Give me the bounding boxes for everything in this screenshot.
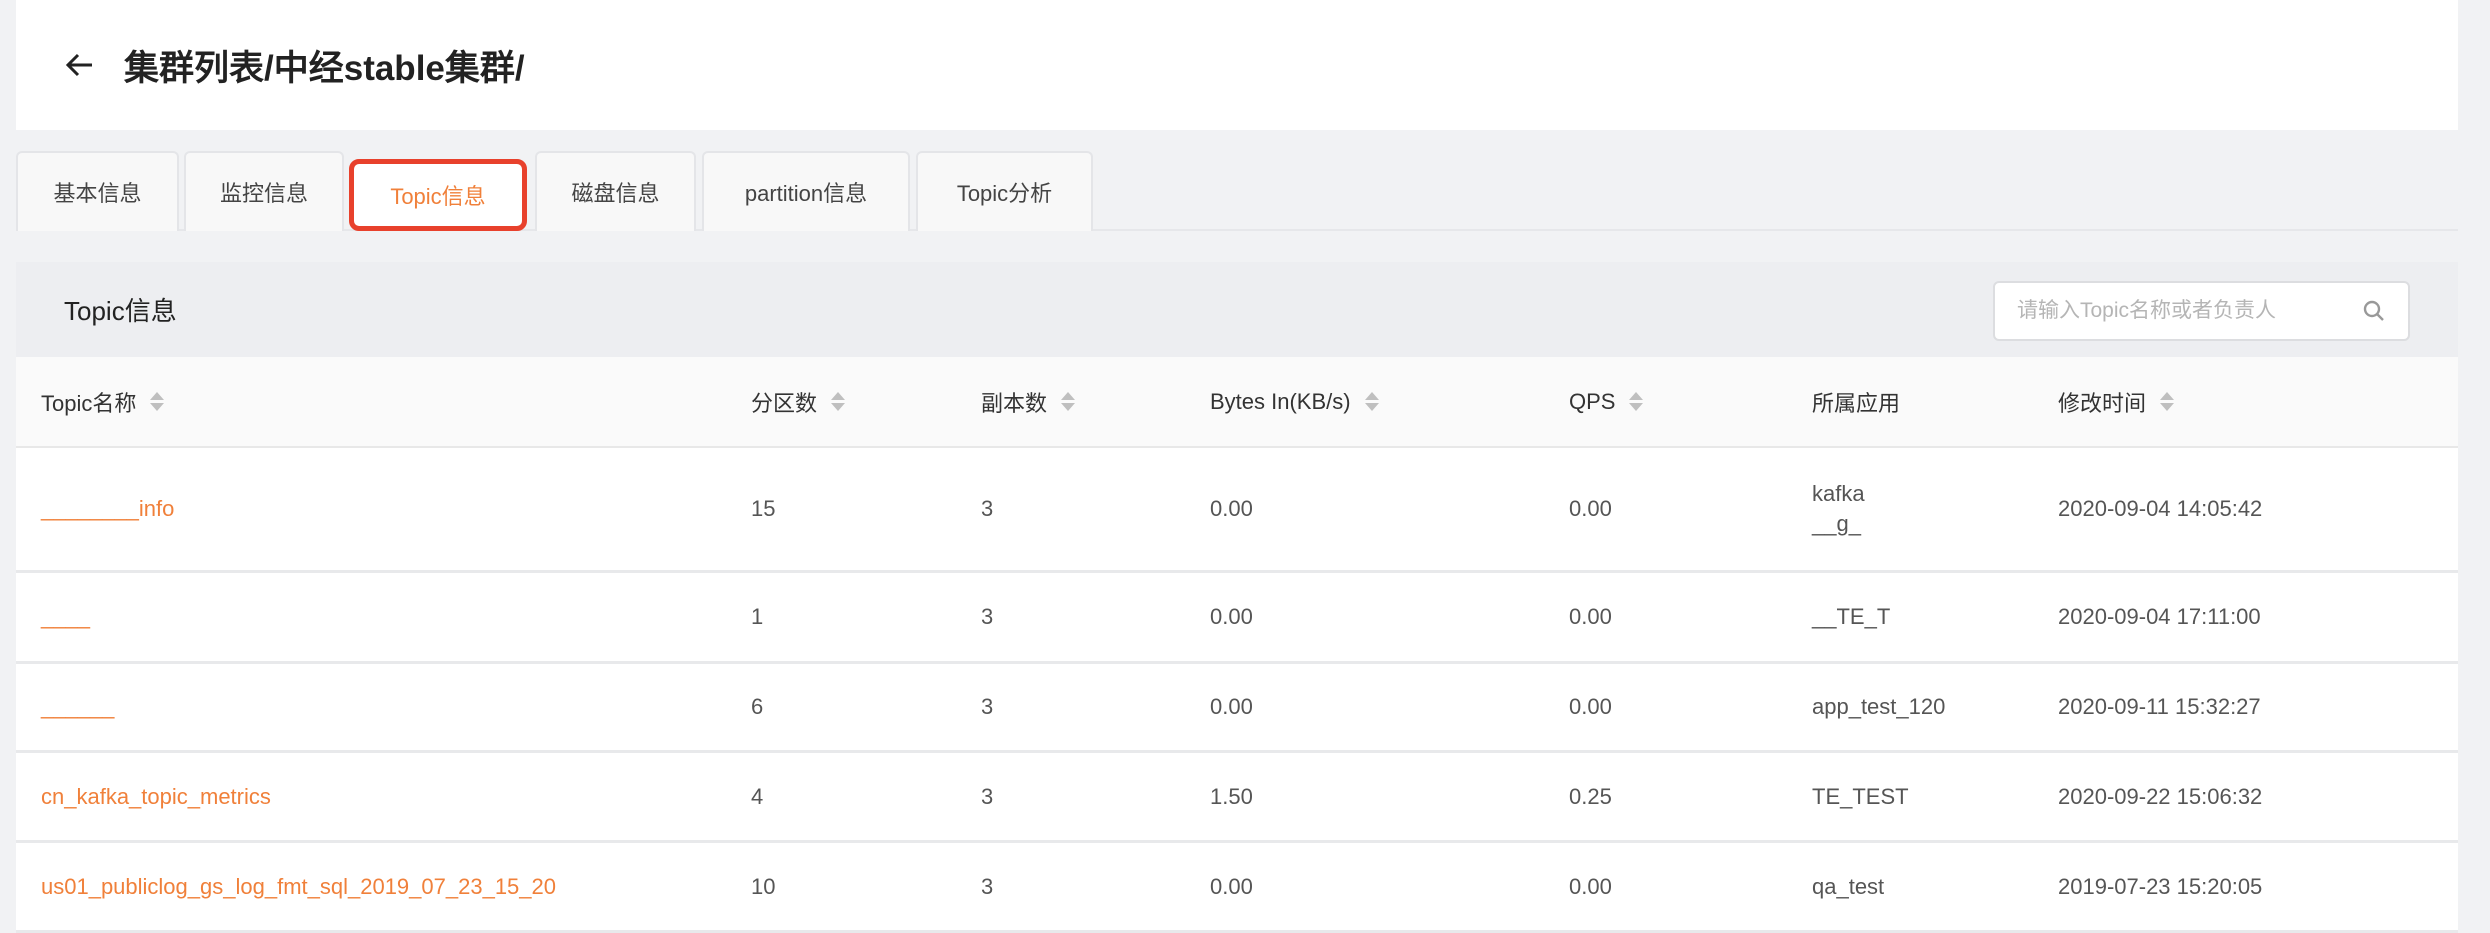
column-header[interactable]: Topic名称 <box>41 386 165 418</box>
table-row: ____ 1 3 0.00 0.00 __TE_T 2020-09-04 17:11:00 <box>16 573 2458 664</box>
column-header: 所属应用 <box>1812 386 1900 418</box>
column-header[interactable]: 副本数 <box>981 386 1076 418</box>
column-header[interactable]: 修改时间 <box>2058 386 2175 418</box>
cell-bytes_in: 0.00 <box>1210 873 1253 899</box>
column-header[interactable]: Bytes In(KB/s) <box>1210 389 1379 415</box>
cell-partitions: 10 <box>751 873 776 899</box>
column-label: 修改时间 <box>2058 390 2147 416</box>
column-label: QPS <box>1569 388 1616 414</box>
cell-time: 2020-09-04 14:05:42 <box>2058 496 2263 521</box>
sort-icon[interactable] <box>831 392 846 411</box>
tab-topic-info[interactable]: Topic信息 <box>349 159 527 231</box>
topic-name-link[interactable]: cn_kafka_topic_metrics <box>41 783 271 809</box>
cell-time: 2020-09-11 15:32:27 <box>2058 694 2261 719</box>
column-label: 副本数 <box>981 390 1048 416</box>
cell-partitions: 6 <box>751 694 764 719</box>
column-header[interactable]: 分区数 <box>751 386 846 418</box>
tab-disk-info[interactable]: 磁盘信息 <box>535 151 696 231</box>
table-row: ______ 6 3 0.00 0.00 app_test_120 2020-09-11 1… <box>16 664 2458 753</box>
column-label: Bytes In(KB/s) <box>1210 388 1351 414</box>
cell-bytes_in: 1.50 <box>1210 783 1253 809</box>
cell-app: app_test_120 <box>1812 692 1945 722</box>
table-header: Topic名称 分区数 副本数 Bytes In(KB/s) QPS 所属应用 修改时间 <box>16 357 2458 448</box>
page-header: 集群列表/中经stable集群/ <box>16 0 2458 130</box>
app-name-secondary: __g_ <box>1812 511 1861 536</box>
column-header[interactable]: QPS <box>1569 388 1644 415</box>
cell-qps: 0.25 <box>1569 783 1612 809</box>
cell-replicas: 3 <box>981 873 994 899</box>
page-title: 集群列表/中经stable集群/ <box>124 48 525 88</box>
cell-replicas: 3 <box>981 783 994 809</box>
table-row: ________info 15 3 0.00 0.00 kafka __g_ 2020-09-… <box>16 448 2458 573</box>
cell-bytes_in: 0.00 <box>1210 496 1253 521</box>
card-title: Topic信息 <box>64 296 177 326</box>
topic-name-link[interactable]: us01_publiclog_gs_log_fmt_sql_2019_07_23… <box>41 873 556 899</box>
sort-icon[interactable] <box>150 392 165 411</box>
cell-time: 2020-09-04 17:11:00 <box>2058 604 2261 629</box>
column-label: 分区数 <box>751 390 818 416</box>
sort-icon[interactable] <box>1629 392 1644 411</box>
cell-qps: 0.00 <box>1569 694 1612 719</box>
app-name: app_test_120 <box>1812 694 1946 719</box>
app-name: qa_test <box>1812 873 1885 899</box>
back-button[interactable] <box>60 45 100 85</box>
sort-icon[interactable] <box>1364 392 1379 411</box>
search-icon[interactable] <box>2362 299 2386 323</box>
arrow-left-icon <box>65 53 92 77</box>
tab-bar: 基本信息 监控信息 Topic信息 磁盘信息 partition信息 Topic… <box>16 151 2458 231</box>
sort-icon[interactable] <box>1061 392 1076 411</box>
cell-partitions: 1 <box>751 604 764 629</box>
table-row: us01_publiclog_gs_log_fmt_sql_2019_07_23… <box>16 843 2458 933</box>
cell-app: __TE_T <box>1812 602 1890 632</box>
tab-partition-info[interactable]: partition信息 <box>702 151 910 231</box>
cell-qps: 0.00 <box>1569 604 1612 629</box>
cell-time: 2019-07-23 15:20:05 <box>2058 873 2263 899</box>
search-input[interactable] <box>2017 299 2362 323</box>
cell-partitions: 4 <box>751 783 764 809</box>
sort-icon[interactable] <box>2160 392 2175 411</box>
cell-replicas: 3 <box>981 604 994 629</box>
cell-qps: 0.00 <box>1569 496 1612 521</box>
cell-bytes_in: 0.00 <box>1210 694 1253 719</box>
tab-basic-info[interactable]: 基本信息 <box>16 151 179 231</box>
cell-qps: 0.00 <box>1569 873 1612 899</box>
table-row: cn_kafka_topic_metrics 4 3 1.50 0.25 TE_TEST 2… <box>16 753 2458 843</box>
cell-replicas: 3 <box>981 694 994 719</box>
cell-replicas: 3 <box>981 496 994 521</box>
column-label: 所属应用 <box>1812 390 1901 416</box>
topic-table: Topic名称 分区数 副本数 Bytes In(KB/s) QPS 所属应用 修改时间 _… <box>16 357 2458 933</box>
app-name: TE_TEST <box>1812 783 1909 809</box>
tab-monitor-info[interactable]: 监控信息 <box>184 151 344 231</box>
column-label: Topic名称 <box>41 390 137 416</box>
tab-topic-analysis[interactable]: Topic分析 <box>916 151 1093 231</box>
cell-bytes_in: 0.00 <box>1210 604 1253 629</box>
cell-time: 2020-09-22 15:06:32 <box>2058 783 2263 809</box>
cell-partitions: 15 <box>751 496 776 521</box>
app-name: kafka <box>1812 481 1865 506</box>
cell-app: TE_TEST <box>1812 782 1909 812</box>
topic-name-link[interactable]: ________info <box>41 496 175 521</box>
cell-app: qa_test <box>1812 872 1884 902</box>
topic-name-link[interactable]: ______ <box>41 694 115 719</box>
search-box[interactable] <box>1993 281 2410 341</box>
topic-name-link[interactable]: ____ <box>41 604 90 629</box>
cell-app: kafka __g_ <box>1812 479 1865 539</box>
app-name: __TE_T <box>1812 604 1891 629</box>
